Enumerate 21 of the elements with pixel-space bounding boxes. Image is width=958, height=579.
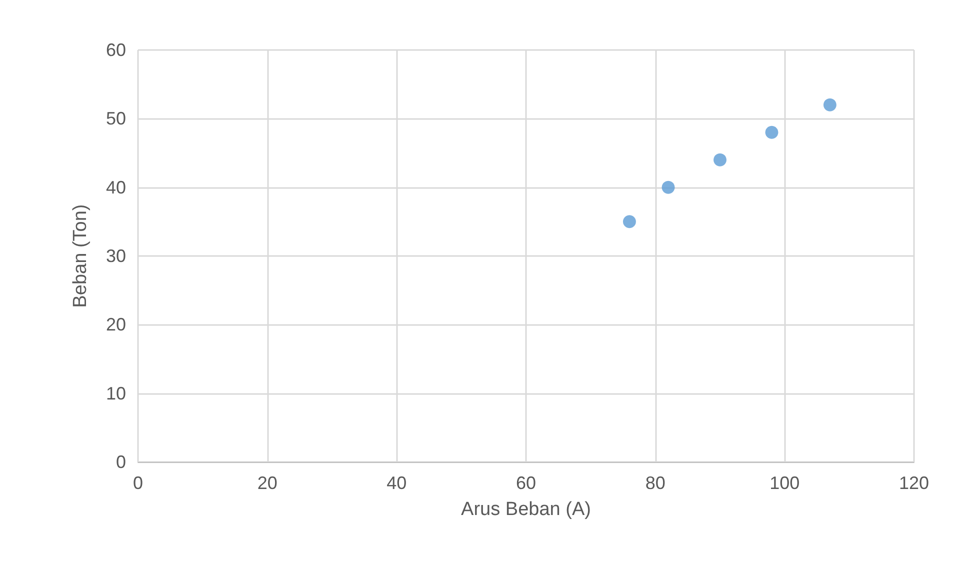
x-tick-label: 120 xyxy=(898,473,930,493)
y-tick-label: 50 xyxy=(106,108,126,129)
y-tick-label: 40 xyxy=(106,177,126,198)
y-tick-label: 30 xyxy=(106,246,126,266)
x-tick-label: 40 xyxy=(386,473,407,493)
y-tick-label: 10 xyxy=(106,383,126,404)
x-tick-label: 20 xyxy=(257,473,278,493)
x-tick-label: 60 xyxy=(516,473,536,493)
y-tick-label: 0 xyxy=(116,452,126,472)
point xyxy=(714,153,726,166)
x-tick-label: 0 xyxy=(132,473,144,493)
y-axis-title: Beban (Ton) xyxy=(70,204,91,308)
y-tick-label: 60 xyxy=(106,40,126,60)
point xyxy=(823,98,836,112)
x-axis-title: Arus Beban (A) xyxy=(461,499,591,520)
x-tick-label: 80 xyxy=(645,473,666,493)
y-tick-label: 20 xyxy=(106,314,126,335)
point xyxy=(662,180,675,194)
x-tick-label: 100 xyxy=(770,473,800,493)
point xyxy=(765,126,778,139)
point xyxy=(622,215,636,228)
